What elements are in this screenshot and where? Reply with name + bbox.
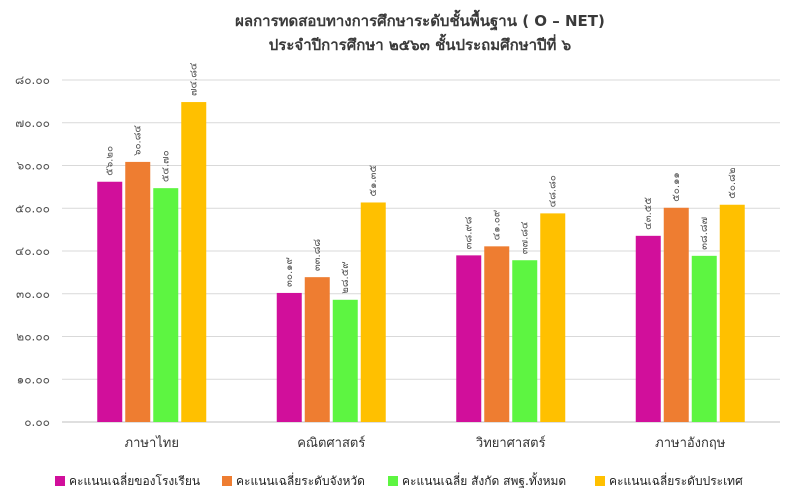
bar — [719, 204, 745, 422]
data-label: ๕๐.๘๒ — [727, 168, 738, 199]
data-label: ๓๐.๑๙ — [284, 257, 295, 287]
data-label: ๕๔.๗๐ — [161, 150, 172, 182]
bars — [97, 102, 745, 423]
x-category-label: ภาษาไทย — [125, 435, 179, 451]
bar — [360, 202, 386, 422]
y-tick-label: ๖๐.๐๐ — [17, 159, 50, 173]
data-label: ๕๑.๓๕ — [368, 165, 379, 197]
legend-swatch — [595, 476, 605, 486]
data-label: ๒๘.๕๙ — [340, 261, 351, 293]
legend-label: คะแนนเฉลี่ยระดับประเทศ — [609, 472, 743, 488]
legend-label: คะแนนเฉลี่ยของโรงเรียน — [69, 472, 200, 488]
bar — [663, 207, 689, 422]
bar — [691, 255, 717, 422]
bar — [635, 235, 661, 422]
bar — [456, 255, 482, 422]
bar — [540, 213, 566, 422]
data-label: ๗๔.๘๔ — [189, 62, 200, 96]
x-category-label: วิทยาศาสตร์ — [475, 435, 545, 451]
legend-swatch — [222, 476, 232, 486]
y-tick-label: ๑๐.๐๐ — [17, 372, 50, 386]
y-tick-label: ๒๐.๐๐ — [16, 330, 50, 344]
legend-swatch — [55, 476, 65, 486]
y-tick-label: ๓๐.๐๐ — [16, 287, 50, 301]
bar — [125, 161, 151, 422]
bar — [512, 260, 538, 422]
y-tick-label: ๗๐.๐๐ — [15, 116, 50, 130]
legend: คะแนนเฉลี่ยของโรงเรียน คะแนนเฉลี่ยระดับจั… — [55, 472, 743, 488]
bar — [484, 246, 510, 422]
x-category-label: ภาษาอังกฤษ — [655, 436, 726, 451]
data-label: ๔๑.๐๙ — [492, 210, 503, 241]
y-tick-label: ๐.๐๐ — [24, 415, 50, 429]
data-label: ๓๘.๘๗ — [699, 217, 710, 250]
data-label: ๓๓.๘๘ — [312, 239, 323, 272]
chart-subtitle: ประจำปีการศึกษา ๒๕๖๓ ชั้นประถมศึกษาปีที่… — [269, 33, 572, 54]
legend-swatch — [388, 476, 398, 486]
x-category-label: คณิตศาสตร์ — [297, 435, 365, 451]
y-tick-label: ๘๐.๐๐ — [15, 73, 50, 87]
data-label: ๕๖.๒๐ — [105, 146, 116, 176]
data-label: ๓๗.๘๔ — [520, 221, 531, 254]
legend-label: คะแนนเฉลี่ย สังกัด สพฐ.ทั้งหมด — [402, 472, 566, 488]
legend-label: คะแนนเฉลี่ยระดับจังหวัด — [236, 472, 365, 488]
chart-title: ผลการทดสอบทางการศึกษาระดับชั้นพื้นฐาน ( … — [235, 9, 605, 31]
y-axis-ticks: ๐.๐๐ ๑๐.๐๐ ๒๐.๐๐ ๓๐.๐๐ ๔๐.๐๐ ๕๐.๐๐ ๖๐.๐๐ ๗๐.๐๐ ๘… — [15, 73, 50, 429]
bar — [304, 277, 330, 422]
data-label: ๖๐.๘๔ — [133, 125, 144, 156]
data-label: ๓๘.๙๘ — [464, 216, 475, 249]
bar — [276, 292, 302, 422]
bar — [181, 102, 207, 423]
bar — [153, 188, 179, 422]
bar — [332, 299, 358, 422]
data-label: ๔๘.๘๐ — [548, 175, 559, 207]
y-tick-label: ๔๐.๐๐ — [15, 244, 50, 258]
data-label: ๔๓.๕๕ — [643, 197, 654, 230]
data-label: ๕๐.๑๑ — [671, 172, 682, 202]
y-tick-label: ๕๐.๐๐ — [15, 201, 50, 215]
bar — [97, 181, 123, 422]
x-axis-categories: ภาษาไทย คณิตศาสตร์ วิทยาศาสตร์ ภาษาอังกฤษ — [125, 435, 726, 451]
